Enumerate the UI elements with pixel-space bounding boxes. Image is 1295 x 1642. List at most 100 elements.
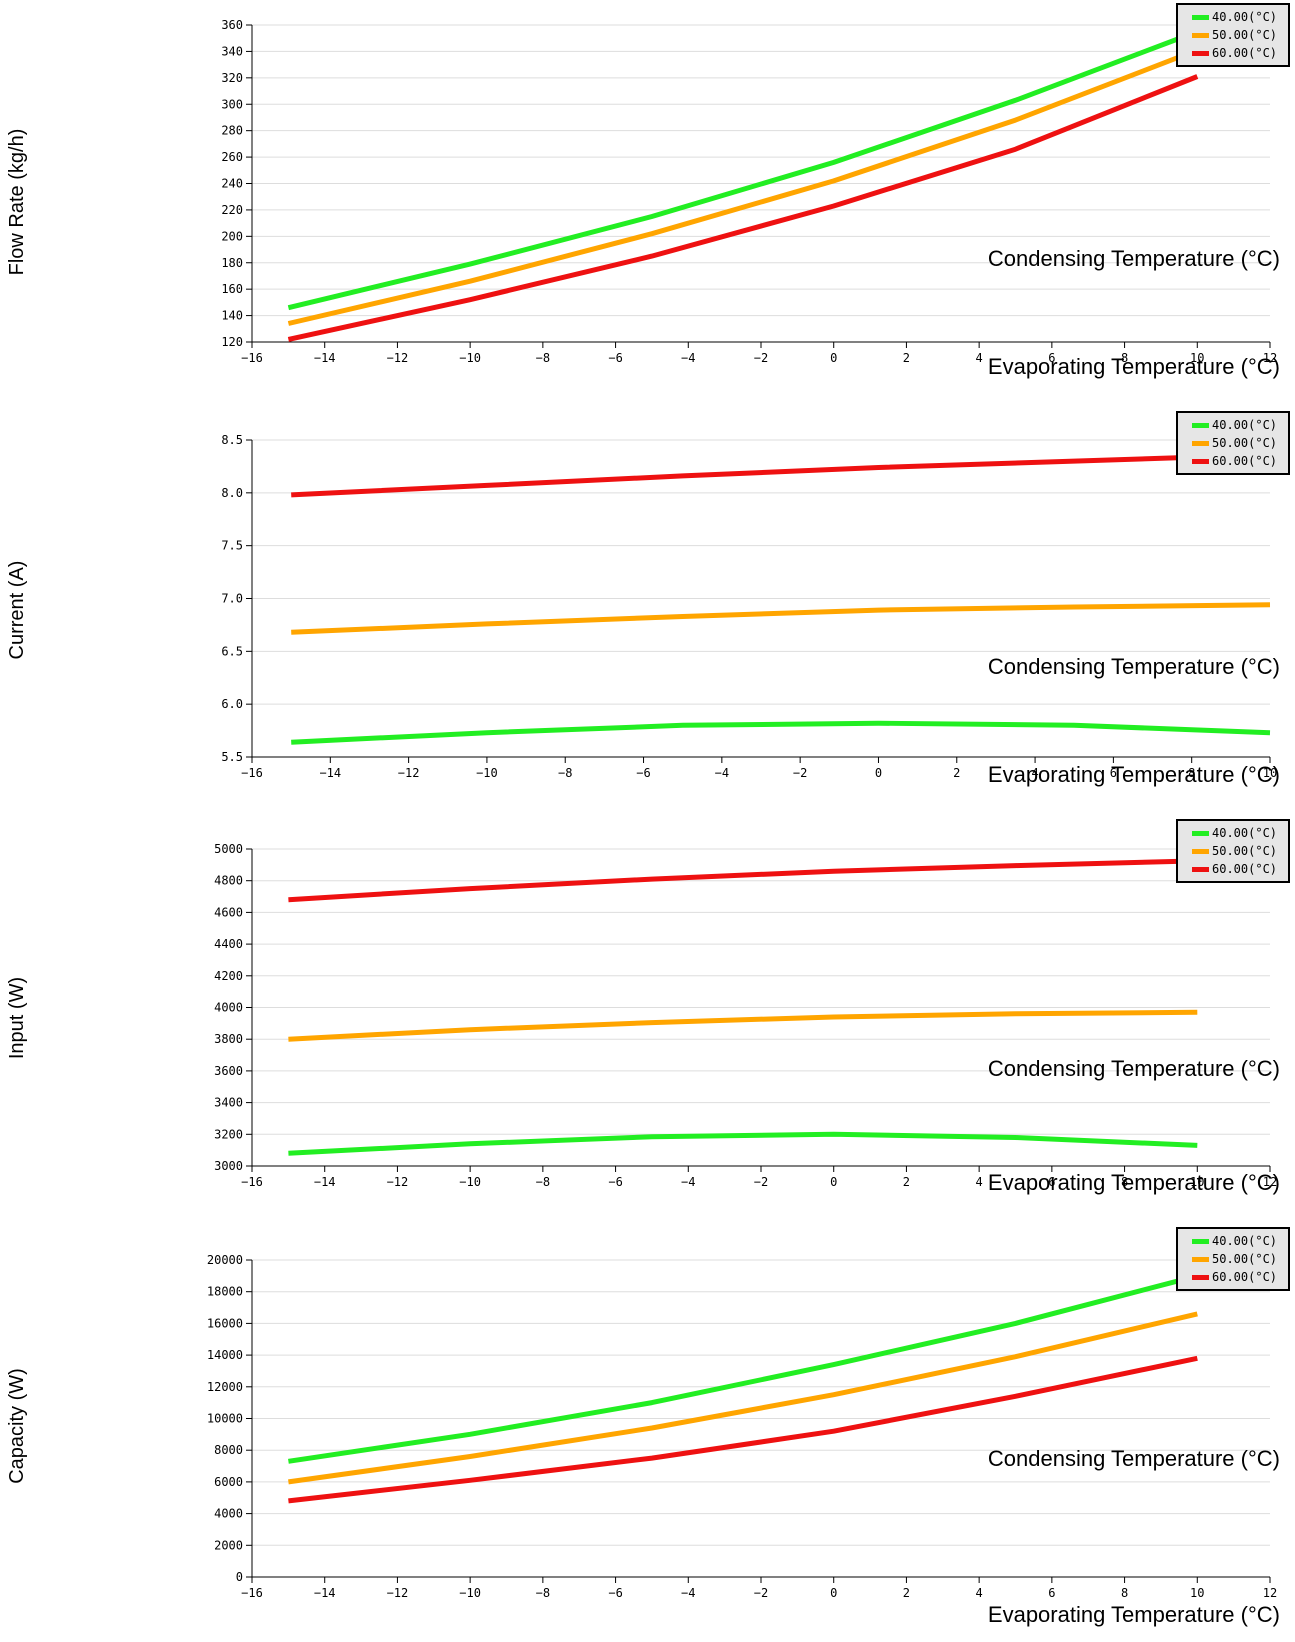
y-tick-label: 6.0 (221, 697, 243, 711)
legend-label: 60.00(°C) (1212, 454, 1278, 468)
legend-item-50: 50.00(°C) (1192, 26, 1277, 44)
x-axis-title: Evaporating Temperature (°C) (987, 1170, 1280, 1195)
y-tick-label: 240 (221, 177, 243, 191)
input-plot: 3000 3200 3400 3600 3800 4000 4200 4400 4600 4800… (214, 842, 1277, 1189)
y-tick-label: 4000 (214, 1507, 243, 1521)
legend-item-60: 60.00(°C) (1192, 44, 1277, 62)
legend-item-60: 60.00(°C) (1192, 1268, 1277, 1286)
x-tick-label: −10 (459, 351, 481, 365)
legend-swatch (1192, 440, 1209, 446)
legend: 40.00(°C) 50.00(°C) 60.00(°C) (1176, 411, 1290, 475)
x-tick-label: −6 (636, 766, 650, 780)
x-tick-label: −2 (793, 766, 807, 780)
y-tick-label: 5.5 (221, 750, 243, 764)
series-line-1 (288, 1311, 1198, 1485)
y-tick-label: 16000 (207, 1316, 243, 1330)
x-tick-label: 6 (1110, 766, 1117, 780)
series-line-0 (288, 1273, 1198, 1464)
y-tick-label: 8.0 (221, 486, 243, 500)
x-axis-title: Evaporating Temperature (°C) (987, 1602, 1280, 1627)
legend-swatch (1192, 848, 1209, 854)
y-tick-label: 340 (221, 44, 243, 58)
x-tick-label: −14 (314, 1175, 336, 1189)
flow-rate-chart: Flow Rate (kg/h) 120 140 160 180 200 220 240 26… (0, 0, 1295, 400)
x-tick-label: −12 (387, 1175, 409, 1189)
y-tick-label: 20000 (207, 1253, 243, 1267)
y-tick-label: 4000 (214, 1001, 243, 1015)
y-tick-label: 14000 (207, 1348, 243, 1362)
capacity-plot: 0 2000 4000 6000 8000 10000 12000 14000 16000 180… (207, 1253, 1277, 1600)
legend-item-50: 50.00(°C) (1192, 434, 1277, 452)
x-tick-label: 4 (1031, 766, 1038, 780)
series-line-0 (287, 29, 1199, 311)
x-tick-label: −10 (476, 766, 498, 780)
legend-swatch (1192, 1256, 1209, 1262)
x-tick-label: 0 (830, 1586, 837, 1600)
x-tick-label: −8 (536, 351, 550, 365)
legend-swatch (1192, 14, 1209, 20)
series-line-2 (287, 74, 1199, 342)
x-tick-label: −12 (398, 766, 420, 780)
y-tick-label: 3000 (214, 1159, 243, 1173)
legend-swatch (1192, 458, 1209, 464)
series-line-2 (288, 858, 1198, 903)
x-tick-label: 4 (976, 1586, 983, 1600)
x-tick-label: 12 (1263, 1586, 1277, 1600)
series-line-1 (291, 602, 1271, 635)
legend-item-50: 50.00(°C) (1192, 1250, 1277, 1268)
series-line-1 (288, 1009, 1198, 1042)
y-tick-label: 180 (221, 256, 243, 270)
legend-item-40: 40.00(°C) (1192, 8, 1277, 26)
legend-item-40: 40.00(°C) (1192, 824, 1277, 842)
legend-title: Condensing Temperature (°C) (987, 654, 1280, 679)
x-tick-label: 2 (953, 766, 960, 780)
x-tick-label: −16 (241, 1175, 263, 1189)
y-tick-label: 3800 (214, 1032, 243, 1046)
x-tick-label: −2 (754, 351, 768, 365)
y-tick-label: 160 (221, 282, 243, 296)
series-line-2 (288, 1355, 1198, 1504)
y-tick-label: 6000 (214, 1475, 243, 1489)
y-tick-label: 2000 (214, 1538, 243, 1552)
x-tick-label: 10 (1190, 351, 1204, 365)
y-tick-label: 300 (221, 97, 243, 111)
x-tick-label: 0 (875, 766, 882, 780)
legend-label: 40.00(°C) (1212, 826, 1278, 840)
x-tick-label: −4 (715, 766, 729, 780)
x-tick-label: −16 (241, 766, 263, 780)
series-line-0 (291, 720, 1271, 745)
x-tick-label: 0 (830, 351, 837, 365)
x-tick-label: −8 (536, 1586, 550, 1600)
y-tick-label: 8000 (214, 1443, 243, 1457)
y-tick-label: 220 (221, 203, 243, 217)
x-tick-label: 8 (1188, 766, 1195, 780)
x-tick-label: 10 (1190, 1586, 1204, 1600)
y-tick-label: 10000 (207, 1412, 243, 1426)
x-tick-label: −16 (241, 351, 263, 365)
x-tick-label: −14 (319, 766, 341, 780)
x-tick-label: 0 (830, 1175, 837, 1189)
x-tick-label: 6 (1048, 351, 1055, 365)
x-tick-label: 4 (976, 1175, 983, 1189)
y-tick-label: 4200 (214, 969, 243, 983)
x-tick-label: 2 (903, 1175, 910, 1189)
x-tick-label: −8 (558, 766, 572, 780)
x-tick-label: 12 (1263, 351, 1277, 365)
capacity-chart: Capacity (W) 0 2000 4000 6000 8000 10000 12000… (0, 1224, 1295, 1627)
flow-rate-plot: 120140160180200220240260280300320340360−… (221, 18, 1277, 365)
y-tick-label: 7.0 (221, 592, 243, 606)
legend-swatch (1192, 830, 1209, 836)
x-tick-label: −2 (754, 1175, 768, 1189)
legend-item-60: 60.00(°C) (1192, 860, 1277, 878)
legend: 40.00(°C) 50.00(°C) 60.00(°C) (1176, 1227, 1290, 1291)
x-tick-label: −6 (608, 1586, 622, 1600)
legend-swatch (1192, 50, 1209, 56)
y-tick-label: 8.5 (221, 433, 243, 447)
x-tick-label: 4 (976, 351, 983, 365)
y-tick-label: 280 (221, 124, 243, 138)
x-axis-title: Evaporating Temperature (°C) (987, 762, 1280, 787)
x-tick-label: 2 (903, 1586, 910, 1600)
legend-label: 50.00(°C) (1212, 28, 1278, 42)
x-tick-label: −12 (387, 1586, 409, 1600)
legend-title: Condensing Temperature (°C) (987, 1446, 1280, 1471)
